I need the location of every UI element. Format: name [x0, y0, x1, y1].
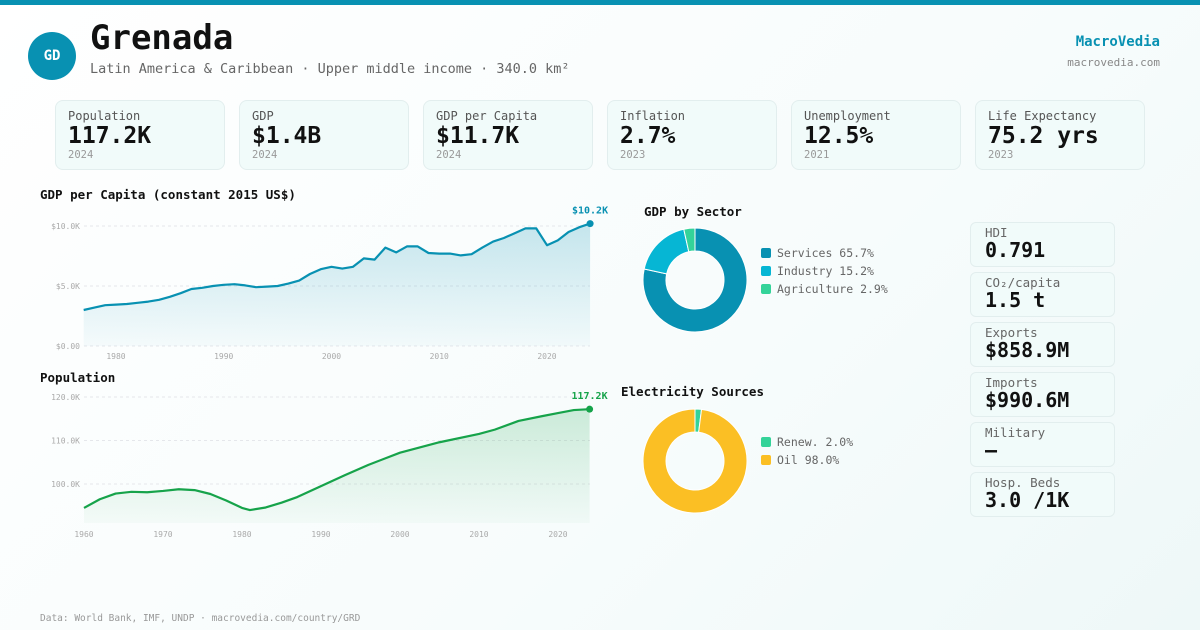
brand-url[interactable]: macrovedia.com — [1067, 56, 1160, 69]
kpi-year: 2024 — [68, 149, 94, 161]
legend-label: Services 65.7% — [777, 246, 874, 260]
x-tick-label: 2000 — [322, 352, 341, 361]
series-line — [83, 222, 591, 312]
kpi-value: $11.7K — [436, 123, 520, 149]
indicator-label: Military — [985, 425, 1046, 440]
legend-item: Oil 98.0% — [761, 453, 839, 467]
x-tick-label: 1980 — [232, 530, 251, 539]
last-value-label: $10.2K — [572, 206, 608, 217]
kpi-value: 2.7% — [620, 123, 676, 149]
legend-item: Industry 15.2% — [761, 264, 874, 278]
kpi-card: GDP per Capita $11.7K 2024 — [423, 100, 593, 170]
area-fill — [84, 409, 590, 523]
indicator-card: Imports $990.6M — [970, 372, 1115, 417]
kpi-label: Unemployment — [804, 109, 891, 123]
kpi-card: Life Expectancy 75.2 yrs 2023 — [975, 100, 1145, 170]
donut-slice — [683, 227, 696, 253]
x-tick-label: 1980 — [106, 352, 125, 361]
x-tick-label: 1990 — [214, 352, 233, 361]
population-chart-title: Population — [40, 370, 116, 385]
kpi-year: 2023 — [988, 149, 1014, 161]
indicator-value: $990.6M — [985, 388, 1070, 412]
indicator-value: 3.0 /1K — [985, 488, 1070, 512]
x-tick-label: 2000 — [390, 530, 409, 539]
legend-label: Industry 15.2% — [777, 264, 874, 278]
kpi-value: 75.2 yrs — [988, 123, 1099, 149]
brand-logo[interactable]: MacroVedia — [1075, 34, 1160, 50]
x-tick-label: 2010 — [430, 352, 449, 361]
legend-label: Agriculture 2.9% — [777, 282, 888, 296]
legend-swatch — [761, 437, 771, 447]
legend-swatch — [761, 455, 771, 465]
country-avatar: GD — [28, 32, 76, 80]
x-tick-label: 1990 — [311, 530, 330, 539]
legend-item: Renew. 2.0% — [761, 435, 853, 449]
page-title: Grenada — [90, 18, 234, 58]
gdp-chart-title: GDP per Capita (constant 2015 US$) — [40, 187, 296, 202]
y-tick-label: $10.0K — [51, 222, 80, 231]
donut-slice — [642, 227, 748, 333]
kpi-card: GDP $1.4B 2024 — [239, 100, 409, 170]
kpi-card: Inflation 2.7% 2023 — [607, 100, 777, 170]
indicator-value: $858.9M — [985, 338, 1070, 362]
last-point-marker — [586, 405, 594, 413]
y-tick-label: $0.00 — [56, 342, 80, 351]
last-point-marker — [586, 220, 594, 228]
legend-label: Oil 98.0% — [777, 453, 840, 467]
indicator-value: 0.791 — [985, 238, 1046, 262]
legend-item: Agriculture 2.9% — [761, 282, 888, 296]
last-value-label: 117.2K — [571, 391, 607, 402]
legend-item: Services 65.7% — [761, 246, 874, 260]
indicator-card: Exports $858.9M — [970, 322, 1115, 367]
indicator-label: Hosp. Beds — [985, 475, 1061, 490]
y-tick-label: 120.0K — [51, 393, 80, 402]
kpi-label: Inflation — [620, 109, 686, 123]
y-tick-label: $5.0K — [56, 282, 80, 291]
series-line — [83, 408, 590, 512]
indicator-value: — — [985, 438, 998, 462]
legend-swatch — [761, 266, 771, 276]
kpi-label: Life Expectancy — [988, 109, 1097, 123]
legend-swatch — [761, 248, 771, 258]
indicator-value: 1.5 t — [985, 288, 1046, 312]
kpi-label: Population — [68, 109, 141, 123]
indicator-label: Exports — [985, 325, 1038, 340]
kpi-year: 2021 — [804, 149, 830, 161]
kpi-year: 2024 — [252, 149, 278, 161]
legend-swatch — [761, 284, 771, 294]
kpi-value: 12.5% — [804, 123, 874, 149]
electricity-chart-title: Electricity Sources — [621, 384, 764, 399]
indicator-card: HDI 0.791 — [970, 222, 1115, 267]
sector-chart-title: GDP by Sector — [644, 204, 742, 219]
x-tick-label: 2010 — [469, 530, 488, 539]
indicator-card: Military — — [970, 422, 1115, 467]
area-fill — [83, 223, 591, 346]
indicator-card: CO₂/capita 1.5 t — [970, 272, 1115, 317]
indicator-label: Imports — [985, 375, 1038, 390]
kpi-year: 2024 — [436, 149, 462, 161]
kpi-value: 117.2K — [68, 123, 152, 149]
kpi-card: Population 117.2K 2024 — [55, 100, 225, 170]
indicator-label: HDI — [985, 225, 1008, 240]
x-tick-label: 1960 — [74, 530, 93, 539]
x-tick-label: 1970 — [153, 530, 172, 539]
top-accent-bar — [0, 0, 1200, 5]
kpi-label: GDP per Capita — [436, 109, 538, 123]
kpi-card: Unemployment 12.5% 2021 — [791, 100, 961, 170]
indicator-card: Hosp. Beds 3.0 /1K — [970, 472, 1115, 517]
indicator-label: CO₂/capita — [985, 275, 1061, 290]
kpi-label: GDP — [252, 109, 274, 123]
donut-slice — [643, 228, 690, 275]
x-tick-label: 2020 — [537, 352, 556, 361]
donut-slice — [642, 408, 748, 514]
kpi-year: 2023 — [620, 149, 646, 161]
footer-source: Data: World Bank, IMF, UNDP · macrovedia… — [40, 613, 361, 624]
page-subtitle: Latin America & Caribbean · Upper middle… — [90, 61, 570, 77]
kpi-value: $1.4B — [252, 123, 322, 149]
x-tick-label: 2020 — [548, 530, 567, 539]
y-tick-label: 100.0K — [51, 480, 80, 489]
legend-label: Renew. 2.0% — [777, 435, 854, 449]
y-tick-label: 110.0K — [51, 437, 80, 446]
